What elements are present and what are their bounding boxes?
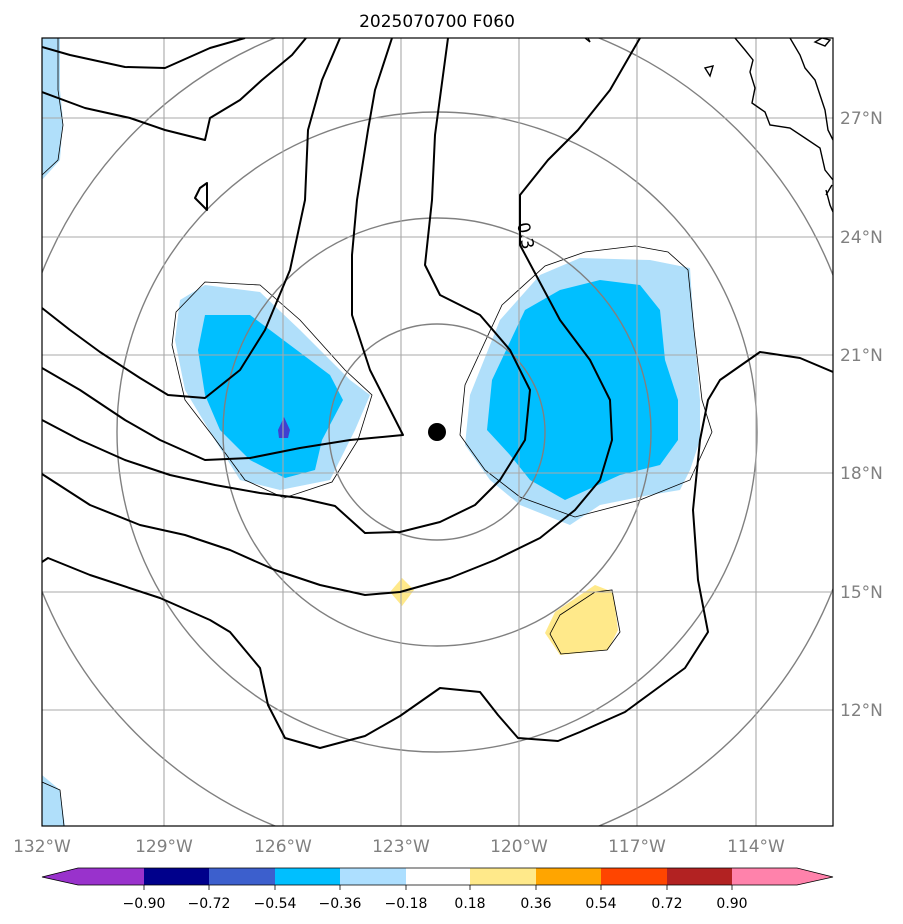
contour-1: [42, 38, 341, 399]
range-ring-1: [328, 323, 546, 541]
outline-east: [459, 245, 713, 518]
latitude-axis: 27°N 24°N 21°N 18°N 15°N 12°N: [840, 109, 883, 721]
colorbar-label: −0.54: [254, 896, 297, 912]
contour-4: [42, 38, 641, 596]
colorbar-label: −0.36: [319, 896, 362, 912]
colorbar-label: 0.90: [716, 896, 747, 912]
colorbar-extend-high: [797, 868, 833, 885]
colorbar-label: 0.54: [585, 896, 616, 912]
range-ring-3: [116, 111, 758, 753]
coastline-mainland: [734, 38, 833, 181]
coastline-baja-tip: [825, 184, 833, 213]
colorbar: −0.90 −0.72 −0.54 −0.36 −0.18 0.18 0.36 …: [41, 867, 834, 912]
coastline-island-1: [813, 38, 832, 47]
colorbar-label: −0.18: [385, 896, 428, 912]
shaded-field: [42, 38, 700, 826]
contour-3: [42, 38, 531, 534]
contour-2: [42, 38, 404, 461]
lat-label-12n: 12°N: [840, 701, 883, 721]
colorbar-bin-3: [209, 868, 275, 885]
negative-anomaly-west-edge-top: [42, 38, 63, 180]
coastline-gulf: [789, 38, 833, 141]
colorbar-bin-11: [732, 868, 797, 885]
colorbar-label: 0.36: [520, 896, 551, 912]
graticule: [42, 38, 833, 826]
lon-label-117w: 117°W: [608, 837, 666, 857]
map-title: 2025070700 F060: [359, 12, 515, 32]
colorbar-bin-9: [601, 868, 667, 885]
longitude-axis: 132°W 129°W 126°W 123°W 120°W 117°W 114°…: [13, 837, 785, 857]
colorbar-bin-7: [470, 868, 536, 885]
colorbar-bin-10: [667, 868, 732, 885]
coastline-island-2: [703, 65, 715, 78]
colorbar-label: 0.72: [651, 896, 682, 912]
negative-anomaly-core-west: [278, 417, 290, 438]
colorbar-segments: [42, 868, 833, 885]
contours: [42, 38, 833, 749]
contour-outer-south: [42, 351, 833, 749]
colorbar-bin-4: [275, 868, 340, 885]
positive-anomaly-southeast: [545, 585, 618, 655]
negative-anomaly-west: [198, 315, 343, 478]
negative-anomaly-west-edge-bottom: [42, 775, 65, 826]
colorbar-ticks: [143, 885, 733, 890]
range-rings: [42, 38, 833, 826]
colorbar-outline: [41, 867, 834, 886]
negative-anomaly-east: [487, 280, 678, 500]
lon-label-123w: 123°W: [372, 837, 430, 857]
lon-label-114w: 114°W: [727, 837, 785, 857]
colorbar-bin-8: [536, 868, 601, 885]
lat-label-15n: 15°N: [840, 583, 883, 603]
colorbar-label: −0.72: [188, 896, 231, 912]
shading-outlines: [42, 38, 713, 826]
colorbar-bin-6: [406, 868, 470, 885]
contour-top-1: [42, 38, 307, 141]
outline-west-edge-bottom: [42, 781, 65, 826]
lon-label-129w: 129°W: [135, 837, 193, 857]
map-area: 0.3: [42, 38, 833, 826]
lon-label-120w: 120°W: [490, 837, 548, 857]
storm-center-marker: [428, 423, 446, 441]
outline-west: [171, 281, 373, 499]
lon-label-126w: 126°W: [254, 837, 312, 857]
lon-label-132w: 132°W: [13, 837, 71, 857]
contour-top-2: [42, 38, 246, 69]
colorbar-bin-1: [78, 868, 144, 885]
outline-west-edge-top: [42, 38, 64, 176]
colorbar-bin-2: [144, 868, 209, 885]
colorbar-bin-5: [340, 868, 406, 885]
colorbar-extend-low: [42, 868, 78, 885]
range-ring-2: [222, 217, 652, 647]
lat-label-24n: 24°N: [840, 228, 883, 248]
coastline: [584, 38, 833, 213]
colorbar-label: −0.90: [123, 896, 166, 912]
contour-label: 0.3: [512, 221, 537, 252]
contour-small-loop: [194, 182, 208, 211]
lat-label-18n: 18°N: [840, 464, 883, 484]
coastline-north: [584, 38, 591, 43]
lat-label-21n: 21°N: [840, 346, 883, 366]
map-frame: [41, 37, 834, 827]
colorbar-label: 0.18: [454, 896, 485, 912]
lat-label-27n: 27°N: [840, 109, 883, 129]
